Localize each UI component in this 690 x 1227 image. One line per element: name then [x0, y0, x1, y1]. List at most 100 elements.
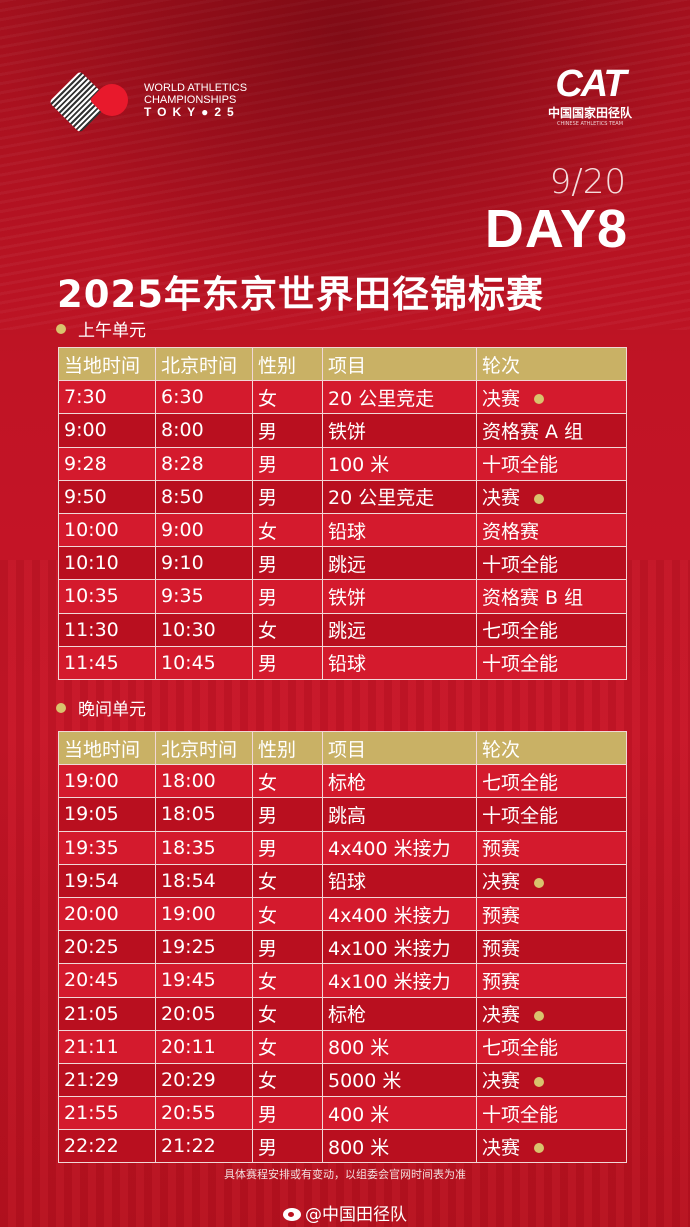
round: 决赛 [476, 996, 627, 1031]
local-time: 19:35 [58, 830, 156, 865]
local-time: 10:00 [58, 512, 156, 548]
beijing-time: 6:30 [155, 380, 253, 415]
local-time: 7:30 [58, 380, 156, 415]
beijing-time: 8:28 [155, 446, 253, 481]
beijing-time: 20:55 [155, 1096, 253, 1131]
local-time: 22:22 [58, 1129, 156, 1164]
round: 资格赛 [476, 512, 627, 548]
gender: 女 [252, 512, 323, 548]
weibo-icon [283, 1208, 301, 1221]
event: 4x400 米接力 [322, 830, 477, 865]
gender: 女 [252, 996, 323, 1031]
local-time: 21:11 [58, 1029, 156, 1064]
local-time: 19:00 [58, 764, 156, 799]
bullet-icon [56, 702, 66, 713]
medal-final-dot-icon [534, 1076, 545, 1087]
beijing-time: 19:00 [155, 896, 253, 932]
local-time: 10:35 [58, 579, 156, 614]
round: 七项全能 [476, 1029, 627, 1064]
wa-logo-line2: CHAMPIONSHIPS [144, 94, 237, 106]
cat-logo: CAT 中国国家田径队 CHINESE ATHLETICS TEAM [540, 64, 640, 127]
beijing-time: 18:00 [155, 764, 253, 799]
column-header: 项目 [322, 730, 477, 766]
round: 十项全能 [476, 1096, 627, 1131]
local-time: 20:45 [58, 963, 156, 998]
footnote: 具体赛程安排或有变动，以组委会官网时间表为准 [224, 1168, 466, 1181]
beijing-time: 20:29 [155, 1062, 253, 1098]
gender: 女 [252, 612, 323, 647]
world-athletics-logo: WORLD ATHLETICS CHAMPIONSHIPS TOKY●25 [48, 70, 248, 134]
gender: 男 [252, 930, 323, 965]
evening-section-label: 晚间单元 [56, 695, 146, 720]
column-header: 当地时间 [58, 730, 156, 766]
table-row: 10:00 9:00 女 铅球 资格赛 [58, 512, 627, 548]
table-row: 22:22 21:22 男 800 米 决赛 [58, 1129, 627, 1164]
event: 跳远 [322, 546, 477, 581]
gender: 男 [252, 830, 323, 865]
medal-final-dot-icon [534, 877, 545, 888]
round-text: 预赛 [482, 838, 521, 861]
medal-final-dot-icon [534, 1143, 545, 1154]
gender: 女 [252, 764, 323, 799]
event: 铅球 [322, 512, 477, 548]
round-text: 决赛 [482, 871, 521, 894]
morning-schedule-table: 当地时间 北京时间 性别 项目 轮次 7:30 6:30 女 20 公里竞走 决赛 9:… [58, 346, 627, 680]
local-time: 21:29 [58, 1062, 156, 1098]
round: 决赛 [476, 1062, 627, 1098]
beijing-time: 20:05 [155, 996, 253, 1031]
local-time: 11:30 [58, 612, 156, 647]
round-text: 资格赛 A 组 [482, 420, 584, 443]
local-time: 21:05 [58, 996, 156, 1031]
round-text: 十项全能 [482, 454, 559, 477]
local-time: 10:10 [58, 546, 156, 581]
round: 决赛 [476, 1129, 627, 1164]
column-header: 北京时间 [155, 730, 253, 766]
table-row: 10:10 9:10 男 跳远 十项全能 [58, 546, 627, 581]
beijing-time: 21:22 [155, 1129, 253, 1164]
table-row: 21:11 20:11 女 800 米 七项全能 [58, 1029, 627, 1064]
round-text: 七项全能 [482, 1037, 559, 1060]
section-label-text: 上午单元 [78, 321, 146, 341]
round: 预赛 [476, 830, 627, 865]
beijing-time: 9:00 [155, 512, 253, 548]
round-text: 决赛 [482, 1070, 521, 1093]
beijing-time: 10:30 [155, 612, 253, 647]
event: 4x400 米接力 [322, 896, 477, 932]
event: 跳高 [322, 797, 477, 832]
stadium-background [0, 0, 690, 330]
round-text: 决赛 [482, 1004, 521, 1027]
column-header: 项目 [322, 346, 477, 382]
table-row: 19:00 18:00 女 标枪 七项全能 [58, 764, 627, 799]
gender: 男 [252, 1096, 323, 1131]
table-row: 7:30 6:30 女 20 公里竞走 决赛 [58, 380, 627, 415]
beijing-time: 18:35 [155, 830, 253, 865]
table-row: 21:05 20:05 女 标枪 决赛 [58, 996, 627, 1031]
table-row: 20:00 19:00 女 4x400 米接力 预赛 [58, 896, 627, 932]
table-row: 20:45 19:45 女 4x100 米接力 预赛 [58, 963, 627, 998]
round: 预赛 [476, 963, 627, 998]
event: 4x100 米接力 [322, 963, 477, 998]
cat-logo-mark: CAT [555, 63, 626, 105]
table-row: 20:25 19:25 男 4x100 米接力 预赛 [58, 930, 627, 965]
gender: 男 [252, 546, 323, 581]
local-time: 19:05 [58, 797, 156, 832]
round-text: 决赛 [482, 1136, 521, 1159]
gender: 男 [252, 479, 323, 514]
round: 决赛 [476, 863, 627, 898]
wa-logo-line3: TOKY●25 [144, 105, 240, 119]
table-row: 9:50 8:50 男 20 公里竞走 决赛 [58, 479, 627, 514]
event: 铁饼 [322, 579, 477, 614]
table-row: 21:29 20:29 女 5000 米 决赛 [58, 1062, 627, 1098]
medal-final-dot-icon [534, 1010, 545, 1021]
table-row: 11:30 10:30 女 跳远 七项全能 [58, 612, 627, 647]
event: 标枪 [322, 996, 477, 1031]
local-time: 9:28 [58, 446, 156, 481]
round-text: 七项全能 [482, 620, 559, 643]
gender: 男 [252, 413, 323, 448]
round: 十项全能 [476, 797, 627, 832]
round-text: 十项全能 [482, 653, 559, 676]
column-header: 当地时间 [58, 346, 156, 382]
wa-logo-line1: WORLD ATHLETICS [144, 82, 248, 94]
round-text: 资格赛 B 组 [482, 586, 584, 609]
round: 决赛 [476, 380, 627, 415]
